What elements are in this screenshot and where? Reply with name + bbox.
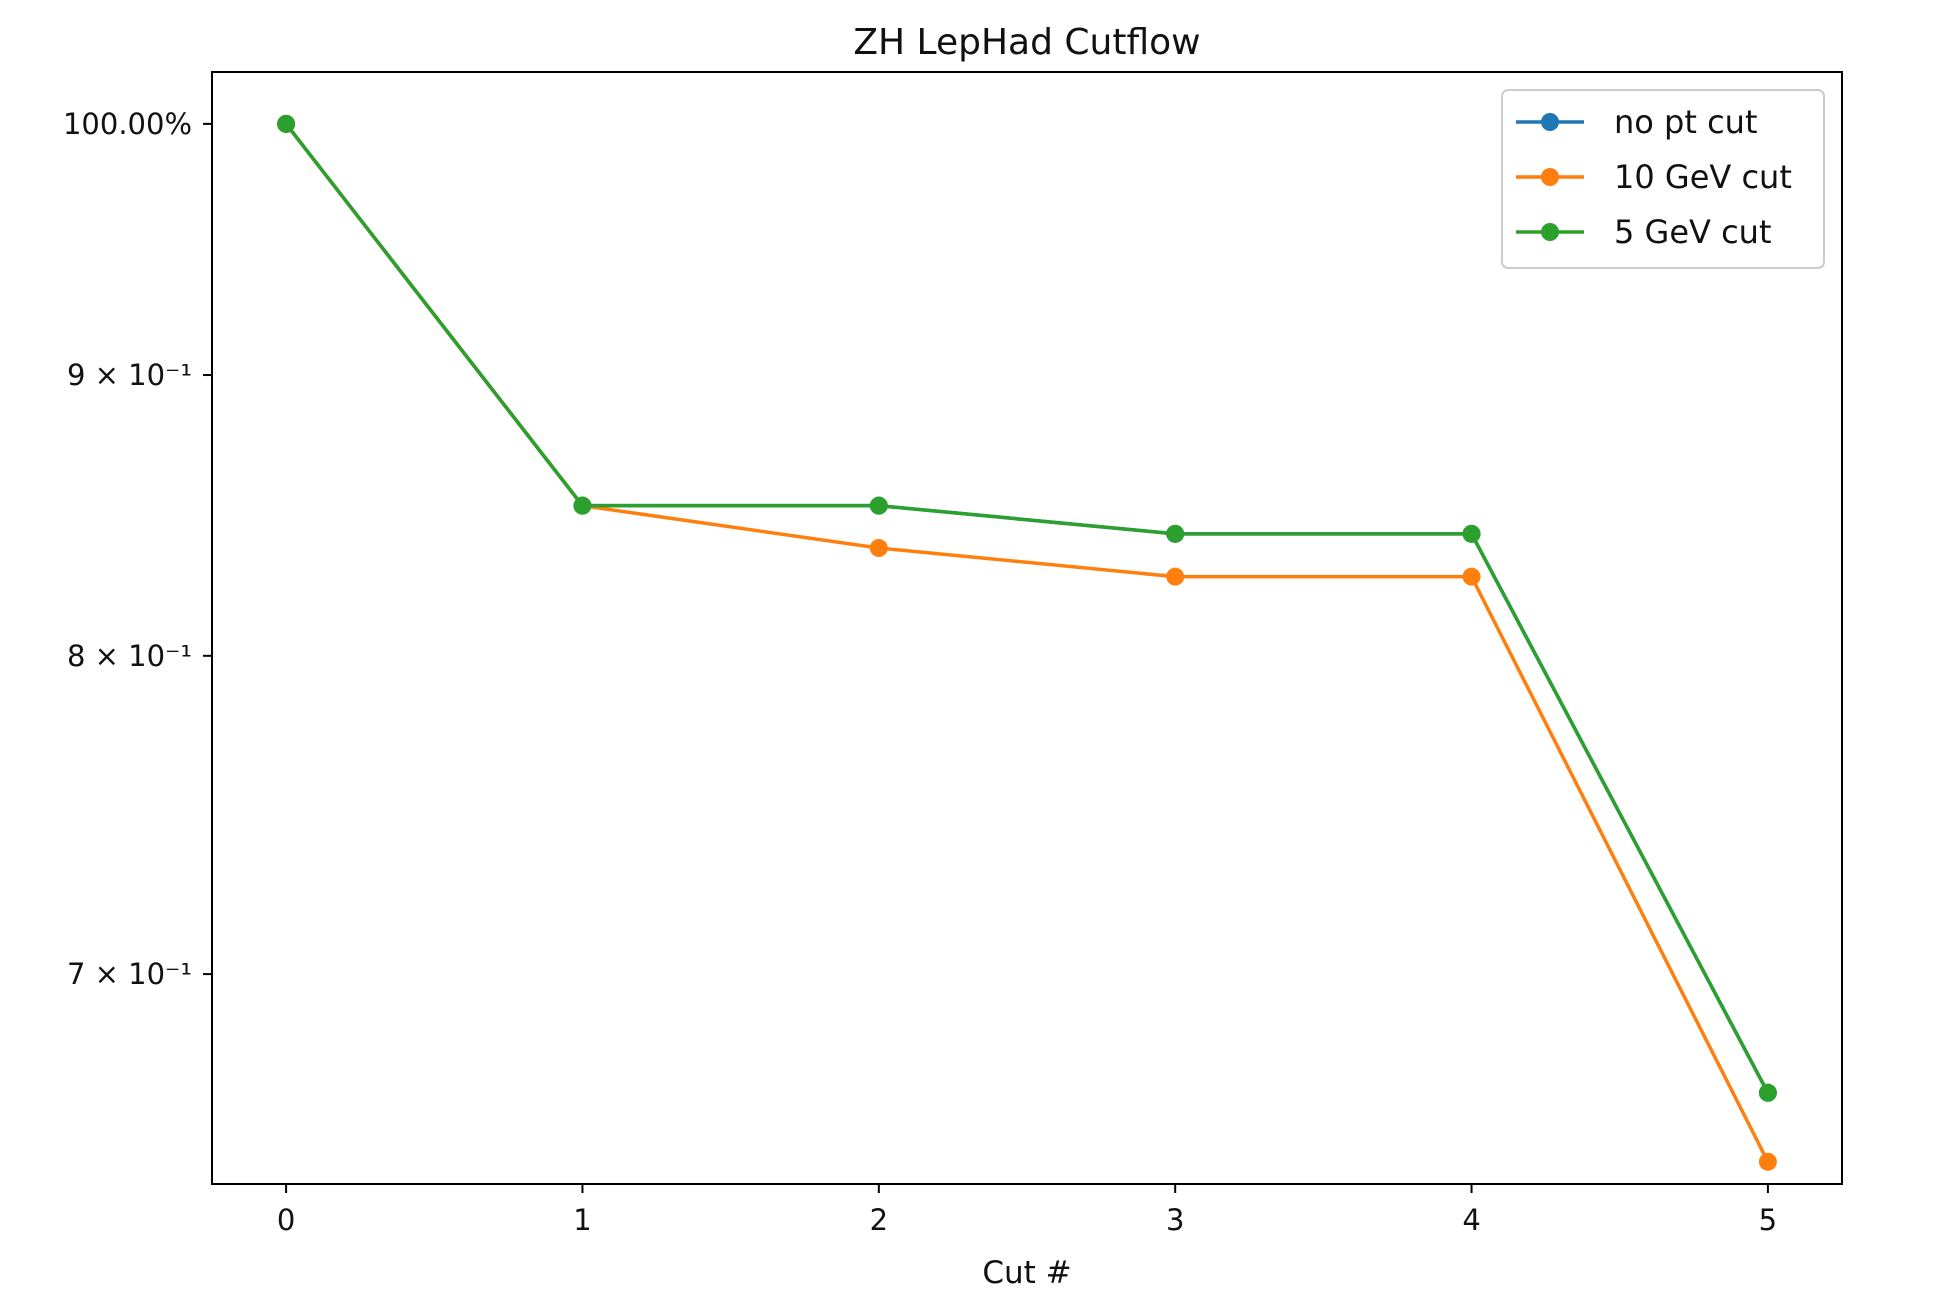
x-tick-label: 2 <box>870 1203 888 1237</box>
legend-label: no pt cut <box>1614 103 1757 141</box>
legend-marker <box>1541 113 1559 131</box>
legend-item: 10 GeV cut <box>1516 158 1792 196</box>
chart-marks <box>277 114 1777 1171</box>
data-point <box>573 496 592 515</box>
y-tick-label: 100.00% <box>63 107 192 141</box>
chart-title: ZH LepHad Cutflow <box>853 22 1200 63</box>
x-axis: 0 1 2 3 4 5 <box>277 1184 1777 1237</box>
y-tick-label: 7 × 10⁻¹ <box>67 957 192 991</box>
x-tick-label: 0 <box>277 1203 295 1237</box>
x-axis-label: Cut # <box>982 1255 1071 1291</box>
data-point <box>1462 524 1481 543</box>
data-point <box>1166 524 1185 543</box>
series-line <box>284 122 1770 1094</box>
x-tick-label: 5 <box>1759 1203 1777 1237</box>
data-point <box>1166 567 1185 586</box>
legend-label: 5 GeV cut <box>1614 213 1772 251</box>
x-tick-label: 4 <box>1462 1203 1480 1237</box>
legend-item: no pt cut <box>1516 103 1757 141</box>
y-axis: 100.00% 9 × 10⁻¹ 8 × 10⁻¹ 7 × 10⁻¹ <box>63 107 212 991</box>
legend-item: 5 GeV cut <box>1516 213 1772 251</box>
data-point <box>869 539 888 558</box>
legend-marker <box>1541 223 1559 241</box>
data-point <box>277 114 296 133</box>
y-tick-label: 9 × 10⁻¹ <box>67 358 192 392</box>
data-point <box>869 496 888 515</box>
legend-label: 10 GeV cut <box>1614 158 1792 196</box>
x-tick-label: 3 <box>1166 1203 1184 1237</box>
legend-box <box>1501 89 1825 269</box>
data-point <box>1758 1152 1777 1171</box>
data-point <box>1758 1083 1777 1102</box>
legend: no pt cut 10 GeV cut 5 GeV cut <box>1501 89 1825 269</box>
y-tick-label: 8 × 10⁻¹ <box>67 639 192 673</box>
x-tick-label: 1 <box>573 1203 591 1237</box>
data-point <box>1462 567 1481 586</box>
series-3 <box>277 114 1777 1102</box>
plot-frame <box>211 71 1843 1185</box>
legend-marker <box>1541 168 1559 186</box>
